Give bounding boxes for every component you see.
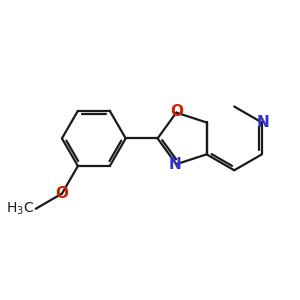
Text: H$_3$C: H$_3$C (6, 201, 34, 217)
Text: O: O (56, 186, 68, 201)
Text: N: N (169, 157, 182, 172)
Text: N: N (256, 115, 269, 130)
Text: O: O (170, 104, 183, 119)
